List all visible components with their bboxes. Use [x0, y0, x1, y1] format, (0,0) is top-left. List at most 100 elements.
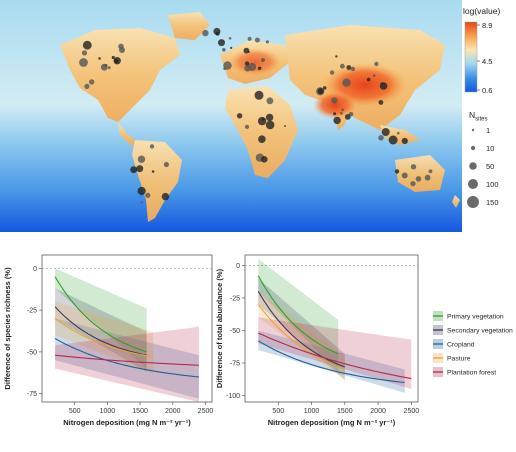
- legend-label: Pasture: [447, 356, 471, 363]
- y-tick-label: -50: [27, 349, 37, 356]
- site-marker: [350, 66, 356, 72]
- site-marker: [163, 161, 169, 168]
- series-legend: Primary vegetation Secondary vegetation Cr…: [433, 311, 513, 377]
- site-marker: [244, 61, 250, 66]
- greenland: [168, 12, 210, 40]
- y-axis-label: Difference of species richness (%): [3, 267, 12, 390]
- size-legend-label: 50: [486, 162, 494, 171]
- site-marker: [266, 97, 274, 105]
- legend-label: Plantation forest: [447, 370, 496, 377]
- site-marker: [98, 57, 101, 60]
- size-legend-dot: [470, 145, 476, 151]
- site-marker: [341, 108, 344, 111]
- confidence-band: [55, 301, 154, 374]
- x-tick-label: 1000: [304, 408, 320, 415]
- site-marker: [340, 111, 343, 115]
- series-line: [55, 354, 199, 366]
- world-map: [0, 0, 462, 232]
- site-marker: [230, 46, 233, 50]
- size-legend-label: 150: [486, 198, 499, 207]
- site-marker: [410, 164, 417, 170]
- site-marker: [79, 58, 88, 67]
- series-line: [257, 275, 339, 355]
- size-legend-items: 1 10 50 100 150: [467, 126, 499, 208]
- legend-label: Cropland: [447, 342, 475, 349]
- site-marker: [223, 67, 226, 70]
- site-marker: [119, 47, 125, 53]
- x-tick-label: 1500: [337, 408, 353, 415]
- site-marker: [329, 70, 335, 75]
- colorbar-gradient: [464, 21, 478, 93]
- site-marker: [428, 169, 433, 174]
- africa: [225, 86, 298, 178]
- site-marker: [113, 57, 121, 65]
- new-zealand: [452, 195, 460, 208]
- x-tick-label: 500: [69, 408, 81, 415]
- y-axis-label: Difference of total abundance (%): [215, 268, 224, 388]
- site-marker: [244, 124, 250, 129]
- site-marker: [247, 36, 252, 41]
- site-marker: [202, 29, 209, 37]
- series-line: [258, 340, 405, 384]
- x-tick-label: 1500: [132, 408, 148, 415]
- site-marker: [145, 192, 151, 198]
- legend-label: Primary vegetation: [447, 314, 504, 321]
- site-marker: [81, 50, 88, 56]
- series-line: [257, 304, 345, 371]
- colorbar-tick-label: 8.9: [482, 21, 492, 30]
- y-tick-label: -25: [27, 308, 37, 315]
- size-legend-label: 10: [486, 144, 494, 153]
- x-tick-label: 2000: [165, 408, 181, 415]
- size-legend-dot: [469, 162, 477, 170]
- series-line: [54, 338, 199, 378]
- confidence-band: [258, 278, 345, 380]
- y-tick-label: -75: [27, 391, 37, 398]
- site-marker: [243, 47, 250, 54]
- site-marker: [257, 116, 267, 126]
- y-tick-label: -25: [230, 295, 240, 302]
- site-marker: [410, 181, 416, 187]
- site-markers: [79, 27, 433, 204]
- x-axis-label: Nitrogen deposition (mg N m⁻² yr⁻¹): [63, 418, 191, 427]
- site-marker: [283, 124, 287, 128]
- site-marker: [333, 112, 337, 116]
- x-axis-label: Nitrogen deposition (mg N m⁻² yr⁻¹): [268, 418, 396, 427]
- confidence-band: [55, 326, 199, 402]
- site-marker: [222, 48, 226, 52]
- site-marker: [366, 77, 371, 82]
- site-marker: [322, 86, 327, 90]
- site-marker: [218, 39, 225, 47]
- x-tick-label: 500: [272, 408, 284, 415]
- panel-species-richness: 500 1000 1500 2000 2500 0 -25 -50 -75 Nitrogen de…: [3, 254, 214, 427]
- site-marker: [333, 116, 341, 125]
- site-marker: [89, 79, 95, 85]
- site-size-legend: Nsites 1 10 50 100 150: [467, 110, 499, 208]
- hotspot-south-asia: [313, 91, 357, 119]
- site-marker: [344, 114, 351, 120]
- size-legend-title-main: N: [469, 110, 475, 120]
- colorbar-tick-label: 0.6: [482, 86, 492, 95]
- site-marker: [335, 55, 338, 58]
- site-marker: [254, 90, 264, 100]
- site-marker: [261, 156, 268, 163]
- x-tick-label: 2500: [198, 408, 214, 415]
- site-marker: [340, 63, 345, 69]
- size-legend-title: Nsites: [469, 110, 487, 123]
- site-marker: [257, 66, 262, 71]
- y-tick-label: 0: [33, 266, 37, 273]
- site-marker: [379, 82, 388, 90]
- site-marker: [149, 144, 155, 149]
- colorbar-legend: log(value) 8.9 4.5 0.6: [463, 6, 500, 95]
- site-marker: [107, 66, 111, 70]
- site-marker: [265, 120, 275, 130]
- y-tick-label: -50: [230, 328, 240, 335]
- series-line: [258, 332, 412, 380]
- y-tick-label: -100: [226, 393, 240, 400]
- site-marker: [140, 201, 143, 204]
- size-legend-dot: [467, 196, 479, 208]
- series-line: [54, 306, 147, 356]
- site-marker: [111, 55, 115, 60]
- size-legend-title-sub: sites: [475, 117, 487, 123]
- site-marker: [161, 192, 170, 201]
